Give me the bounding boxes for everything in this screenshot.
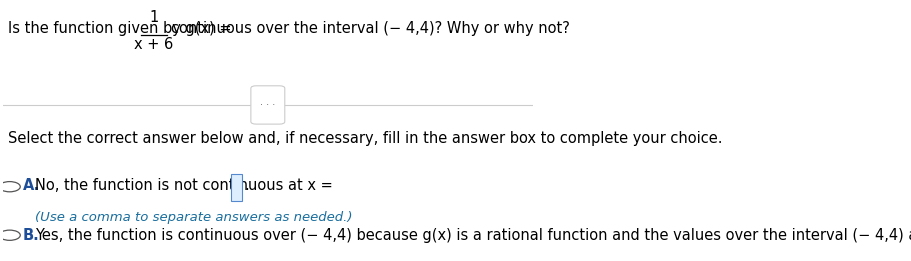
Text: .: . <box>244 178 249 193</box>
Text: B.: B. <box>23 228 39 242</box>
Text: Select the correct answer below and, if necessary, fill in the answer box to com: Select the correct answer below and, if … <box>8 130 722 145</box>
Text: Is the function given by g(x) =: Is the function given by g(x) = <box>8 21 231 36</box>
Text: No, the function is not continuous at x =: No, the function is not continuous at x … <box>35 178 336 193</box>
Text: (Use a comma to separate answers as needed.): (Use a comma to separate answers as need… <box>35 211 352 224</box>
Text: Yes, the function is continuous over (− 4,4) because g(x) is a rational function: Yes, the function is continuous over (− … <box>35 228 911 242</box>
FancyBboxPatch shape <box>251 86 284 124</box>
FancyBboxPatch shape <box>230 174 242 201</box>
Text: · · ·: · · · <box>260 100 275 110</box>
Text: x + 6: x + 6 <box>134 37 173 52</box>
Text: continuous over the interval (− 4,4)? Why or why not?: continuous over the interval (− 4,4)? Wh… <box>171 21 569 36</box>
Text: 1: 1 <box>149 10 159 25</box>
Text: A.: A. <box>23 178 40 193</box>
